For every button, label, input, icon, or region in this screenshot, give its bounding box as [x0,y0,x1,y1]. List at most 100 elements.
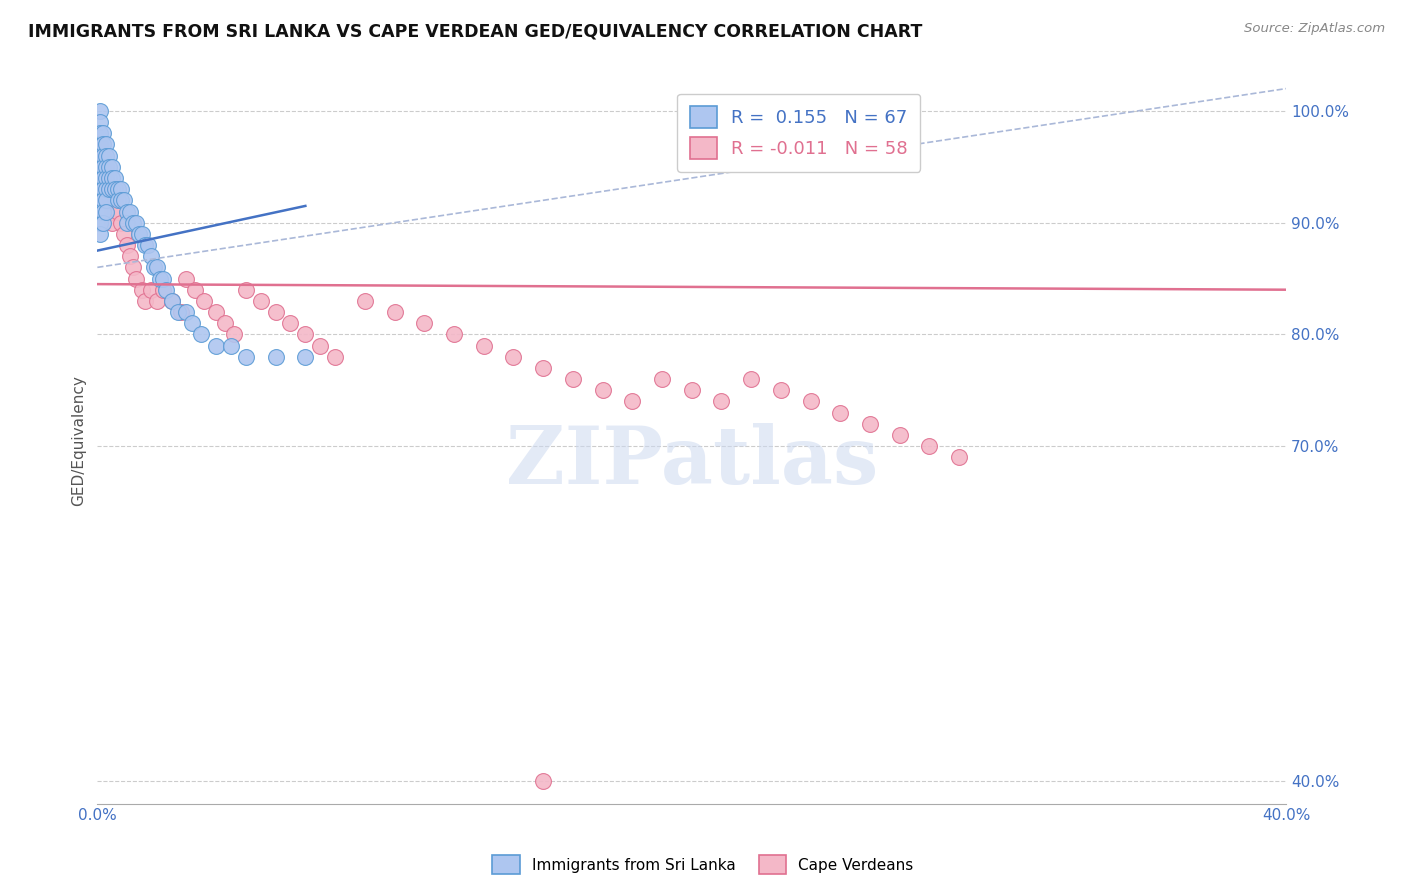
Point [280,316,302,330]
Point [96,204,118,219]
Point [222,327,245,342]
Point [96,160,118,174]
Point [91,194,114,208]
Point [472,338,495,352]
Point [859,417,882,431]
Point [96,194,118,208]
Point [249,293,271,308]
Point [681,384,703,398]
Point [91,171,114,186]
Point [89,204,111,219]
Point [160,293,183,308]
Point [98,160,121,174]
Point [205,305,228,319]
Point [146,293,169,308]
Point [384,305,406,319]
Point [155,283,177,297]
Legend: R =  0.155   N = 67, R = -0.011   N = 58: R = 0.155 N = 67, R = -0.011 N = 58 [676,94,921,172]
Point [101,182,124,196]
Point [101,171,124,186]
Point [176,271,198,285]
Point [89,216,111,230]
Point [96,171,118,186]
Point [264,350,287,364]
Point [89,148,111,162]
Point [110,216,132,230]
Point [592,384,614,398]
Point [323,350,346,364]
Point [104,182,127,196]
Point [131,227,153,241]
Point [89,227,111,241]
Point [134,293,156,308]
Point [104,194,127,208]
Point [115,216,138,230]
Point [235,283,257,297]
Point [112,194,135,208]
Point [98,148,121,162]
Point [169,305,191,319]
Point [205,338,228,352]
Legend: Immigrants from Sri Lanka, Cape Verdeans: Immigrants from Sri Lanka, Cape Verdeans [486,849,920,880]
Point [115,238,138,252]
Point [621,394,644,409]
Point [561,372,583,386]
Point [146,260,169,275]
Point [104,171,127,186]
Point [651,372,673,386]
Text: Source: ZipAtlas.com: Source: ZipAtlas.com [1244,22,1385,36]
Point [98,171,121,186]
Point [91,137,114,152]
Point [181,316,204,330]
Point [131,283,153,297]
Point [125,271,148,285]
Point [294,350,316,364]
Text: ZIPatlas: ZIPatlas [506,424,877,501]
Point [413,316,436,330]
Point [948,450,970,465]
Point [152,271,174,285]
Point [89,182,111,196]
Point [91,216,114,230]
Point [152,283,174,297]
Point [101,160,124,174]
Point [740,372,762,386]
Point [107,182,129,196]
Point [107,194,129,208]
Point [889,428,911,442]
Point [160,293,183,308]
Point [91,182,114,196]
Point [91,126,114,140]
Point [118,249,141,263]
Point [98,182,121,196]
Point [264,305,287,319]
Y-axis label: GED/Equivalency: GED/Equivalency [72,376,86,506]
Point [166,305,188,319]
Point [122,216,145,230]
Point [89,137,111,152]
Point [294,327,316,342]
Point [502,350,524,364]
Point [96,182,118,196]
Point [139,249,162,263]
Point [309,338,332,352]
Point [107,204,129,219]
Point [799,394,821,409]
Point [830,406,852,420]
Point [110,182,132,196]
Point [769,384,792,398]
Point [531,360,554,375]
Point [89,137,111,152]
Point [91,160,114,174]
Point [139,283,162,297]
Point [89,171,111,186]
Point [125,216,148,230]
Point [101,216,124,230]
Point [176,305,198,319]
Point [91,148,114,162]
Point [118,204,141,219]
Point [89,160,111,174]
Point [128,227,150,241]
Point [89,194,111,208]
Point [193,293,215,308]
